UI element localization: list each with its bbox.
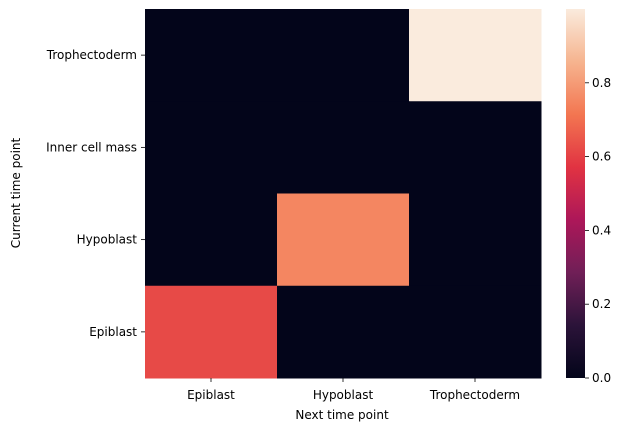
heatmap-cell-1-2 — [409, 101, 542, 194]
heatmap-cell-2-2 — [409, 193, 542, 287]
heatmap-cell-3-0 — [145, 285, 278, 379]
heatmap-cell-2-1 — [277, 193, 410, 287]
colorbar-ticks: 0.0 0.2 0.4 0.6 0.8 — [585, 76, 611, 385]
y-axis-label: Current time point — [9, 138, 23, 249]
colorbar — [566, 9, 585, 378]
colorbar-tick-label: 0.0 — [592, 371, 611, 385]
heatmap-cells — [145, 9, 542, 379]
x-tick-label: Hypoblast — [313, 388, 374, 402]
heatmap-cell-0-1 — [277, 9, 410, 102]
heatmap-cell-3-1 — [277, 285, 410, 379]
colorbar-tick-label: 0.4 — [592, 223, 611, 237]
heatmap-cell-0-2 — [409, 9, 542, 102]
x-axis-label: Next time point — [295, 408, 389, 422]
colorbar-tick-label: 0.6 — [592, 150, 611, 164]
x-tick-label: Trophectoderm — [429, 388, 520, 402]
heatmap-cell-1-0 — [145, 101, 278, 194]
y-tick-label: Trophectoderm — [46, 48, 137, 62]
y-tick-label: Epiblast — [89, 325, 137, 339]
y-tick-label: Inner cell mass — [46, 140, 137, 154]
heatmap-cell-0-0 — [145, 9, 278, 102]
y-axis-ticks: Trophectoderm Inner cell mass Hypoblast Epi… — [46, 48, 145, 339]
x-axis-ticks: Epiblast Hypoblast Trophectoderm — [187, 378, 520, 402]
y-tick-label: Hypoblast — [77, 233, 138, 247]
colorbar-tick-label: 0.8 — [592, 76, 611, 90]
heatmap-cell-2-0 — [145, 193, 278, 287]
x-tick-label: Epiblast — [187, 388, 235, 402]
heatmap-cell-1-1 — [277, 101, 410, 194]
heatmap-cell-3-2 — [409, 285, 542, 379]
colorbar-tick-label: 0.2 — [592, 297, 611, 311]
